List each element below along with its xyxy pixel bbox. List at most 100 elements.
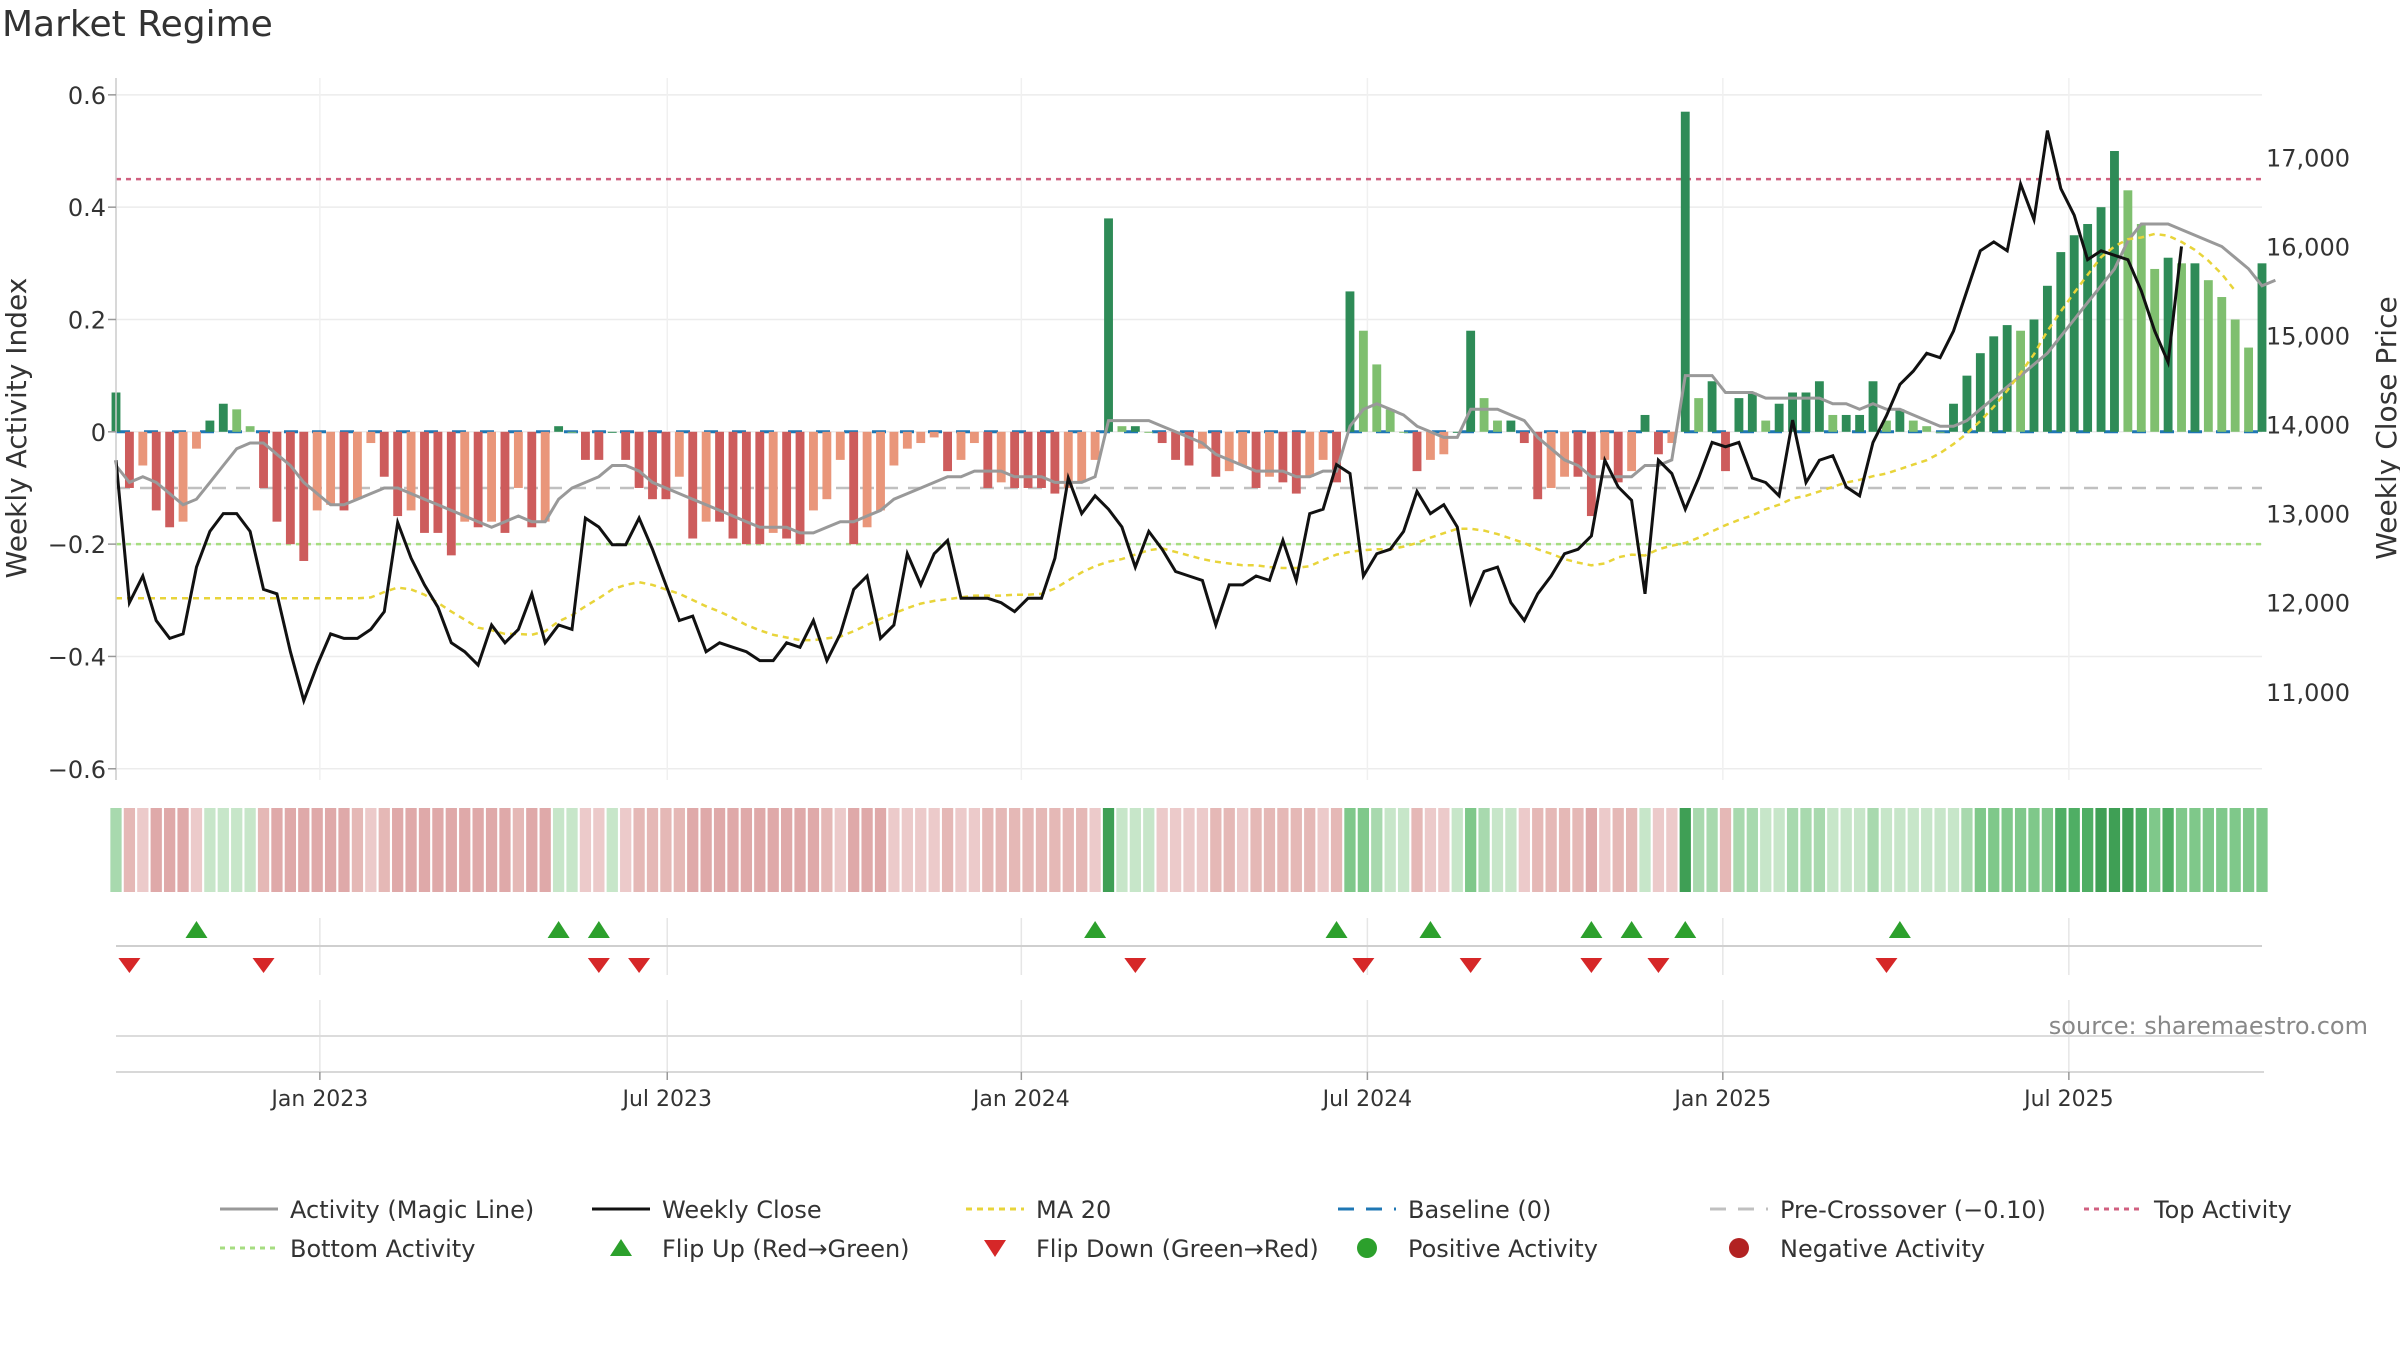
activity-bar (822, 431, 832, 500)
regime-cell (499, 808, 511, 892)
regime-cell (2162, 808, 2174, 892)
activity-bar (1117, 426, 1127, 432)
activity-bar (1989, 336, 1999, 432)
activity-bar (1479, 398, 1489, 432)
legend-label: MA 20 (1036, 1196, 1111, 1224)
activity-bar (2203, 280, 2213, 432)
activity-bar (1841, 414, 1851, 432)
activity-bar (1050, 431, 1060, 494)
series-lines (114, 130, 2276, 706)
activity-bar (2042, 285, 2052, 432)
regime-cell (928, 808, 940, 892)
regime-cell (1625, 808, 1638, 892)
activity-bar (554, 426, 564, 432)
activity-bar (1895, 409, 1905, 432)
right-tick-label: 16,000 (2266, 233, 2350, 261)
regime-cell (620, 808, 632, 892)
left-axis-title: Weekly Activity Index (0, 278, 33, 579)
activity-bar (2190, 263, 2200, 432)
activity-bar (192, 431, 201, 449)
regime-cell (1210, 808, 1222, 892)
legend-label: Activity (Magic Line) (290, 1196, 534, 1224)
right-tick-label: 11,000 (2266, 679, 2350, 707)
regime-cell (1424, 808, 1437, 892)
activity-bar (178, 431, 188, 522)
activity-bar (715, 431, 724, 522)
activity-bar (460, 431, 470, 522)
regime-cell (1733, 808, 1745, 892)
regime-cell (1867, 808, 1879, 892)
regime-cell (727, 808, 739, 892)
activity-bar (232, 409, 242, 432)
regime-cell (821, 808, 833, 892)
regime-cell (633, 808, 645, 892)
legend-swatch-negative (1729, 1238, 1749, 1258)
activity-bar (1305, 431, 1315, 477)
x-tick-label: Jan 2023 (269, 1087, 368, 1112)
regime-cell (995, 808, 1007, 892)
activity-bar (1975, 353, 1985, 432)
flip-down-marker (1647, 958, 1670, 973)
right-tick-label: 13,000 (2266, 501, 2350, 529)
activity-bar (889, 431, 899, 466)
activity-bar (1586, 431, 1596, 517)
activity-bar (1882, 420, 1891, 432)
regime-cell (2041, 808, 2054, 892)
regime-cell (982, 808, 994, 892)
activity-bar (1157, 431, 1167, 444)
activity-bar (1010, 431, 1020, 488)
activity-bar (473, 431, 483, 528)
regime-cell (1706, 808, 1718, 892)
activity-bar (768, 431, 778, 533)
activity-bar (1251, 431, 1261, 488)
flip-up-marker (1888, 921, 1911, 938)
flip-down-marker (252, 958, 275, 973)
activity-bar (1627, 431, 1637, 472)
left-tick-label: −0.2 (48, 531, 106, 559)
regime-cell (1263, 808, 1276, 892)
activity-bar (1466, 330, 1476, 432)
regime-cell (1679, 808, 1691, 892)
activity-bar (1372, 364, 1382, 432)
regime-cell (2242, 808, 2255, 892)
activity-bar (1506, 420, 1516, 432)
regime-cell (1223, 808, 1235, 892)
regime-cell (2135, 808, 2147, 892)
regime-cell (1786, 808, 1799, 892)
regime-cell (418, 808, 431, 892)
regime-cell (1800, 808, 1812, 892)
activity-bar (2110, 151, 2119, 432)
regime-cell (110, 808, 122, 892)
activity-bar (741, 431, 751, 545)
regime-cell (2122, 808, 2134, 892)
regime-cell (137, 808, 149, 892)
regime-cell (2256, 808, 2268, 892)
regime-cell (123, 808, 136, 892)
activity-bar (339, 431, 349, 511)
flip-up-marker (547, 921, 570, 938)
flip-up-marker (185, 921, 208, 938)
legend-label: Flip Up (Red→Green) (662, 1235, 910, 1263)
activity-magic-line (114, 222, 2276, 535)
regime-cell (1612, 808, 1624, 892)
regime-cell (1196, 808, 1209, 892)
regime-cell (888, 808, 900, 892)
activity-bar (1063, 431, 1073, 488)
right-tick-label: 14,000 (2266, 412, 2350, 440)
activity-bar (406, 431, 416, 511)
activity-bar (674, 431, 684, 477)
regime-cell (2149, 808, 2161, 892)
regime-cell (485, 808, 498, 892)
activity-bar (124, 431, 134, 488)
activity-bar (1345, 291, 1355, 432)
regime-cell (1532, 808, 1544, 892)
regime-cell (231, 808, 243, 892)
activity-bar (326, 431, 336, 505)
regime-cell (2108, 808, 2121, 892)
activity-bar (1291, 431, 1301, 494)
activity-bar (876, 431, 885, 511)
activity-bar (1747, 392, 1757, 432)
flip-up-marker (587, 921, 610, 938)
regime-cell (848, 808, 860, 892)
regime-cell (1344, 808, 1356, 892)
